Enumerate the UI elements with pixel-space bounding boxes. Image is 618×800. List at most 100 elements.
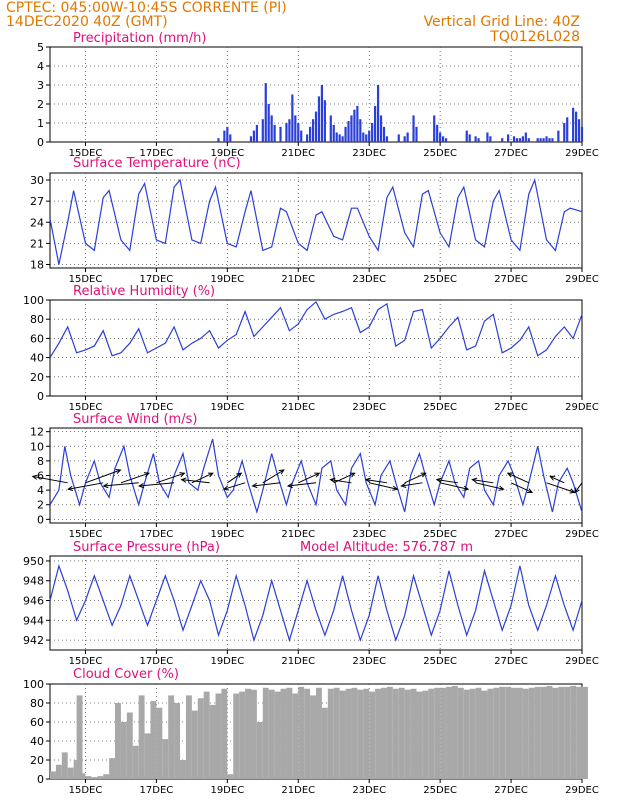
cloud-cover-bar <box>215 693 222 779</box>
wind-arrow-head <box>67 485 74 492</box>
wind-xtick-label: 29DEC <box>565 529 599 540</box>
precipitation-bar <box>536 138 539 142</box>
cloud-cover-bar <box>546 685 553 779</box>
precipitation-bar <box>545 136 548 142</box>
wind-arrow-head <box>207 472 214 478</box>
humidity-ytick-label: 80 <box>30 313 44 326</box>
wind-xtick-label: 21DEC <box>281 529 315 540</box>
wind-arrow-head <box>463 485 470 491</box>
wind-arrow <box>475 482 504 490</box>
precipitation-bar <box>308 126 312 142</box>
wind-arrow <box>365 479 388 484</box>
cloud-cover-bar <box>516 687 523 779</box>
precipitation-bar <box>468 134 471 142</box>
precipitation-bar <box>507 134 510 142</box>
wind-arrow-head <box>435 477 442 483</box>
temperature-xtick-label: 23DEC <box>352 274 386 285</box>
wind-arrow <box>546 482 575 493</box>
cloud-cover-bar <box>422 690 429 779</box>
precipitation-xtick-label: 25DEC <box>423 148 457 159</box>
wind-arrow-head <box>286 482 293 489</box>
cloud-cover-bar <box>304 688 311 779</box>
precipitation-bar <box>332 124 335 142</box>
wind-xtick-label: 15DEC <box>69 529 103 540</box>
precipitation-bar <box>518 138 522 142</box>
wind-title: Surface Wind (m/s) <box>73 412 197 427</box>
cloud-cover-bar <box>528 687 535 779</box>
pressure-ytick-label: 948 <box>23 575 44 588</box>
cloud-cover-bar <box>511 687 517 779</box>
wind-arrow <box>262 469 285 484</box>
humidity-title: Relative Humidity (%) <box>73 284 215 299</box>
wind-arrow-head <box>400 482 407 488</box>
cloud-cover-bar <box>522 688 529 779</box>
cloud-cover-xtick-label: 19DEC <box>210 785 244 796</box>
cloud-cover-bar <box>386 686 393 779</box>
wind-arrow <box>181 479 210 484</box>
cloud-cover-bar <box>310 695 316 779</box>
cloud-cover-bar <box>440 687 447 779</box>
precipitation-bar <box>489 136 492 142</box>
cloud-cover-bar <box>582 686 588 779</box>
cloud-cover-xtick-label: 21DEC <box>281 785 315 796</box>
precipitation-bar <box>365 134 368 142</box>
humidity-frame <box>49 299 583 397</box>
cloud-cover-bar <box>463 689 470 779</box>
precipitation-bar <box>580 126 584 142</box>
humidity-ytick-label: 0 <box>37 390 44 403</box>
cloud-cover-bar <box>505 686 512 779</box>
wind-xtick-label: 25DEC <box>423 529 457 540</box>
wind-arrow-head <box>392 485 399 491</box>
cloud-cover-ytick-label: 100 <box>23 678 44 691</box>
humidity-xtick-label: 21DEC <box>281 402 315 413</box>
precipitation-bar <box>515 138 519 142</box>
pressure-xtick-label: 25DEC <box>423 656 457 667</box>
precipitation-bar <box>572 107 575 142</box>
precipitation-bar <box>347 121 350 142</box>
cloud-cover-bar <box>126 712 133 779</box>
cloud-cover-bar <box>316 687 322 779</box>
temperature-panel: Surface Temperature (nC) 15DEC 17DEC 19DEC… <box>30 156 599 285</box>
wind-arrow-head <box>143 472 151 478</box>
precipitation-ytick-label: 0 <box>37 136 44 149</box>
cloud-cover-bar <box>552 687 559 779</box>
humidity-ytick-label: 40 <box>30 352 44 365</box>
precipitation-bar <box>297 123 300 142</box>
wind-arrow-head <box>180 477 187 483</box>
cloud-cover-bar <box>91 777 98 779</box>
precipitation-bar <box>379 115 383 142</box>
wind-ytick-label: 4 <box>37 484 44 497</box>
precipitation-bar <box>403 136 406 142</box>
cloud-cover-bar <box>168 695 175 779</box>
cloud-cover-bar <box>185 695 192 779</box>
cloud-cover-bar <box>227 774 234 779</box>
wind-arrow <box>120 472 150 484</box>
wind-arrow-head <box>574 487 580 494</box>
precipitation-bar <box>329 115 332 142</box>
cloud-cover-bar <box>534 686 541 779</box>
wind-arrow-head <box>329 477 336 483</box>
temperature-ytick-label: 30 <box>30 174 44 187</box>
wind-ytick-label: 2 <box>37 499 44 512</box>
wind-arrow <box>472 479 494 484</box>
precipitation-bar <box>441 136 445 142</box>
precipitation-bar <box>229 134 232 142</box>
cloud-cover-bar <box>428 688 435 779</box>
header-model-id: TQ0126L028 <box>489 29 580 45</box>
temperature-xtick-label: 27DEC <box>494 274 528 285</box>
wind-ytick-label: 12 <box>30 426 44 439</box>
cloud-cover-bar <box>132 745 139 779</box>
precipitation-bar <box>311 119 315 142</box>
cloud-cover-bar <box>103 774 110 779</box>
precipitation-ytick-label: 4 <box>37 60 44 73</box>
precipitation-bar <box>255 124 258 142</box>
precipitation-ytick-label: 1 <box>37 117 44 130</box>
cloud-cover-bar <box>469 688 476 779</box>
cloud-cover-bar <box>76 695 83 779</box>
cloud-cover-bar <box>239 691 246 779</box>
cloud-cover-bar <box>327 688 334 779</box>
cloud-cover-xtick-label: 23DEC <box>352 785 386 796</box>
cloud-cover-bar <box>499 686 506 779</box>
precipitation-bar <box>574 111 578 142</box>
cloud-cover-bar <box>79 773 86 779</box>
